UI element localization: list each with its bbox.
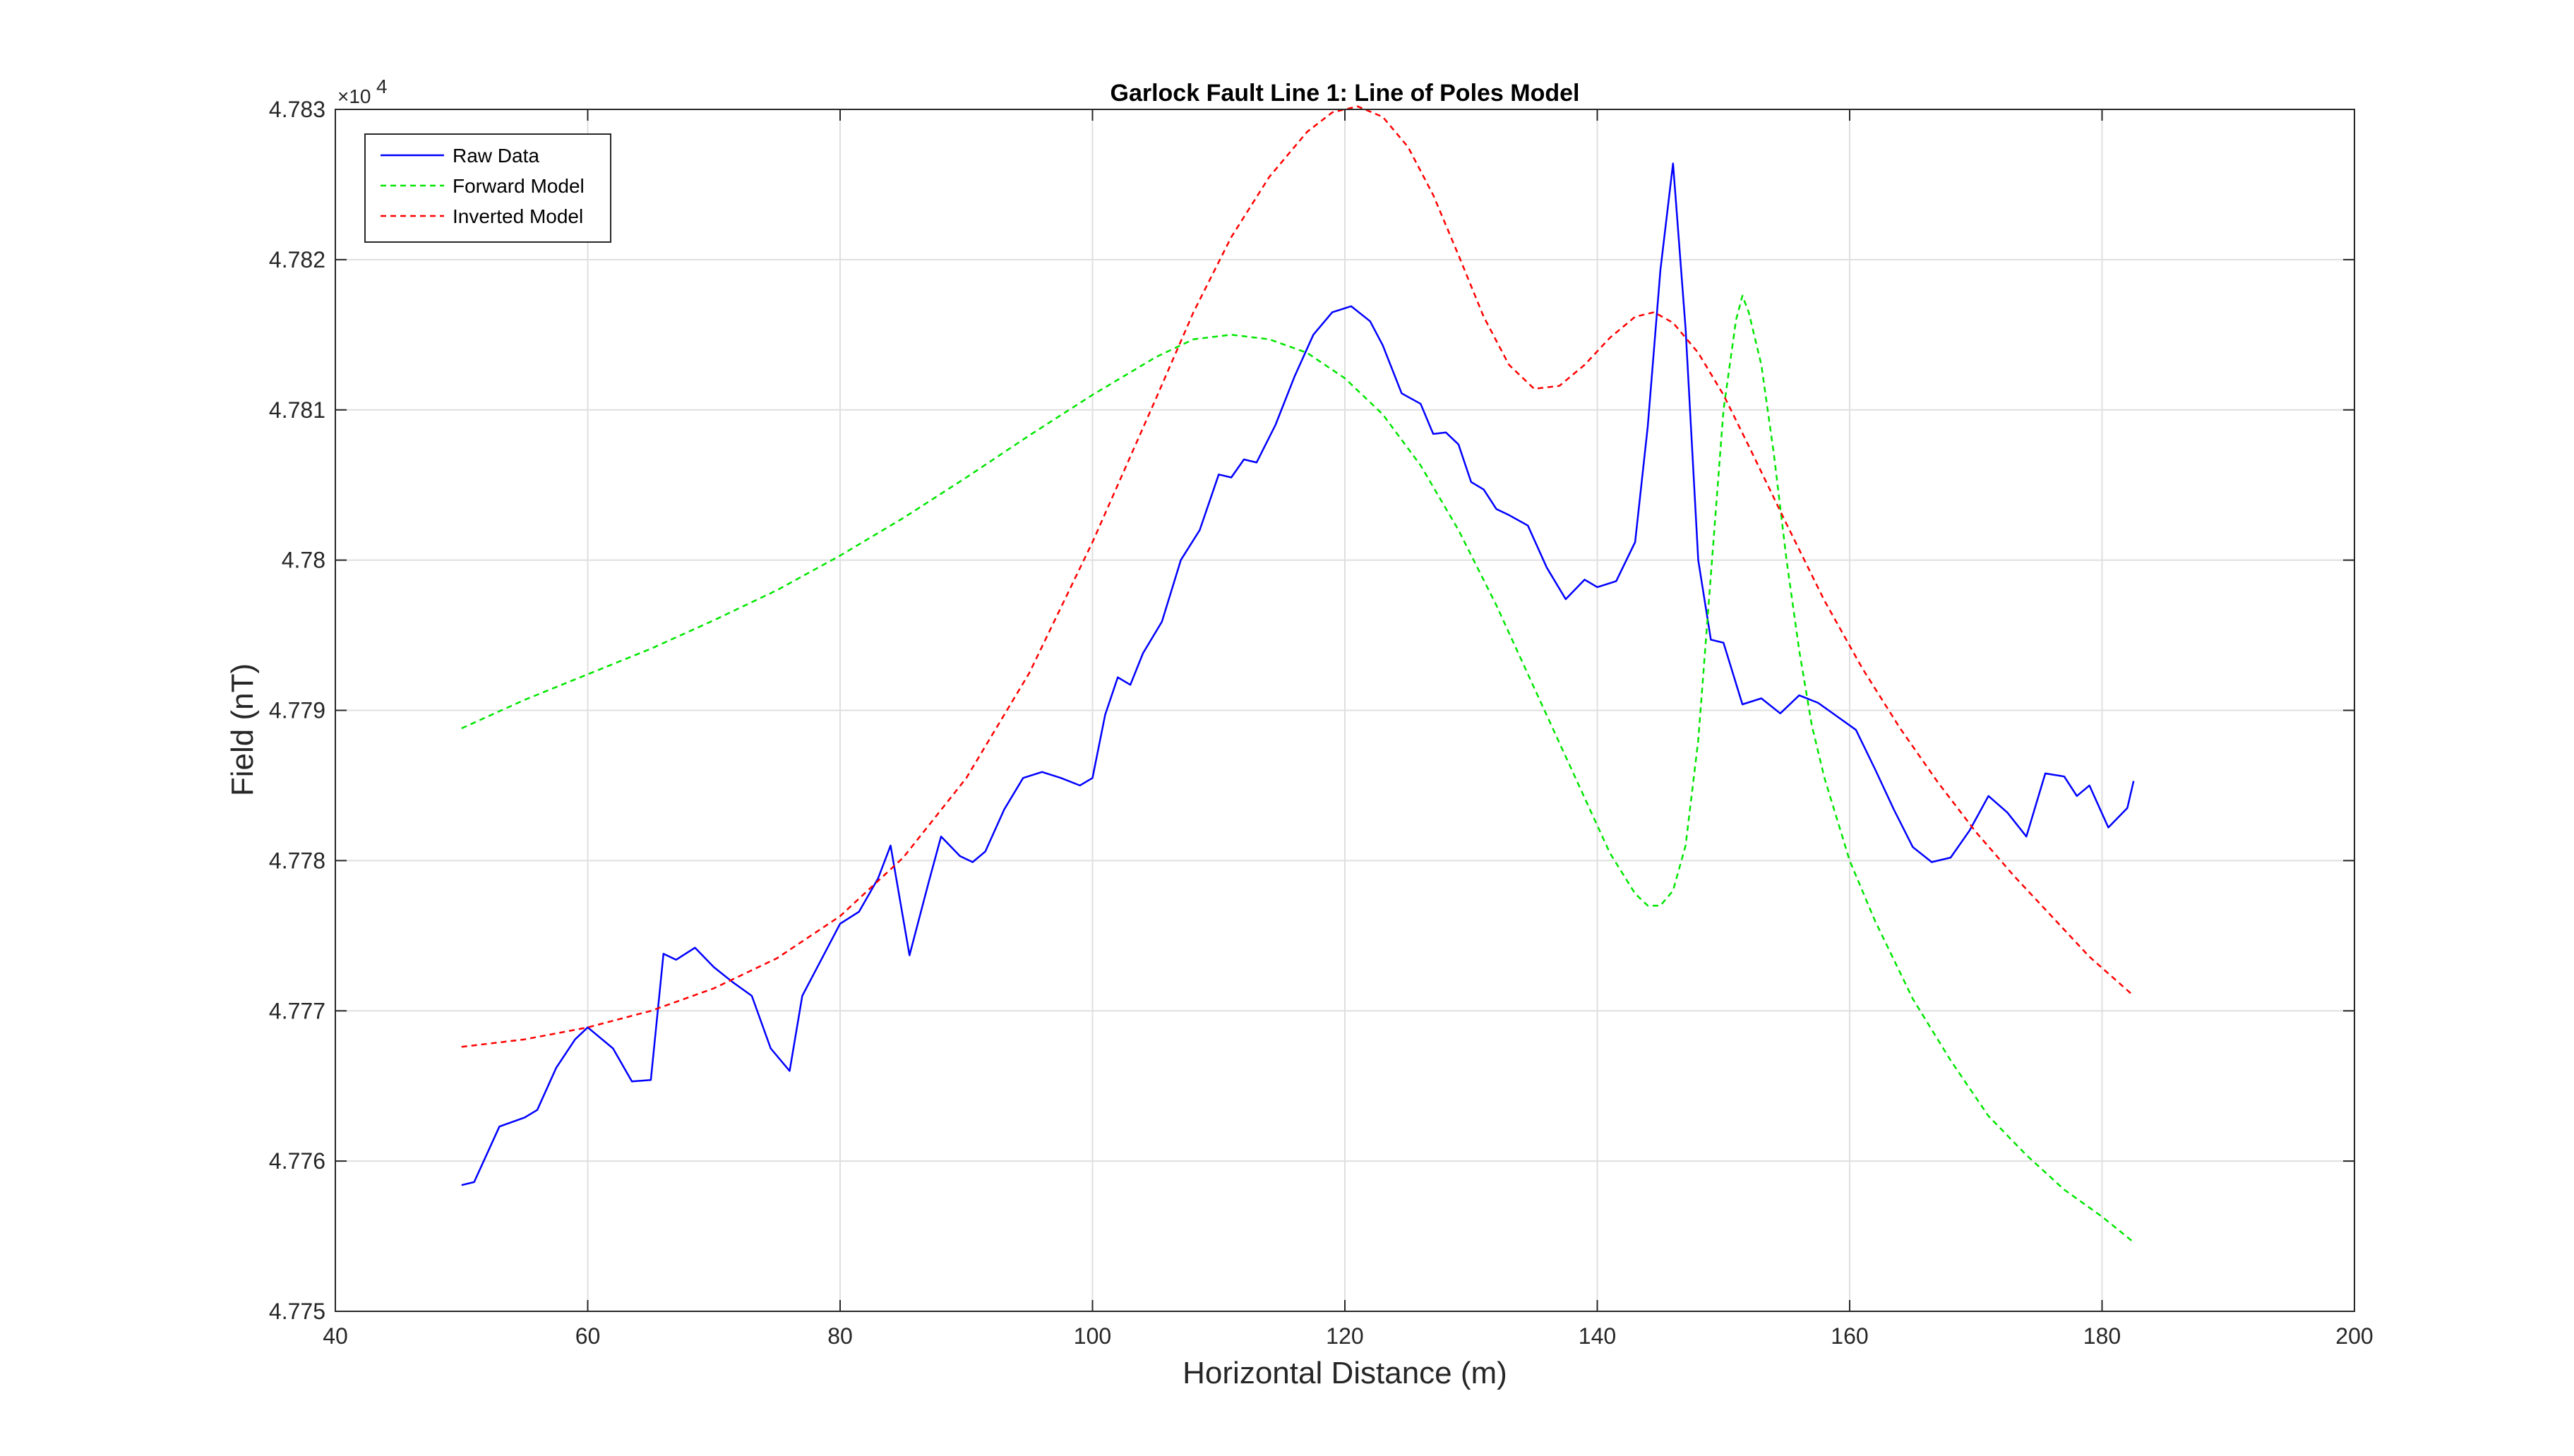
legend-label: Forward Model (453, 175, 585, 197)
series-layer (461, 105, 2135, 1244)
y-exponent-power: 4 (376, 76, 388, 97)
legend-box (364, 133, 611, 243)
series-line-0 (461, 162, 2135, 1186)
x-tick-label: 160 (1831, 1323, 1868, 1349)
y-exponent-label: ×10 4 (337, 76, 388, 107)
x-axis-title: Horizontal Distance (m) (1183, 1356, 1507, 1390)
legend-label: Inverted Model (453, 205, 583, 227)
ticks: 40 60 80 100 120 140 160 180 200 4.775 4.776 4.777 4… (269, 97, 2374, 1349)
y-tick-label: 4.781 (269, 397, 325, 423)
x-tick-label: 200 (2335, 1323, 2373, 1349)
legend-label: Raw Data (453, 145, 539, 167)
y-tick-label: 4.783 (269, 97, 325, 122)
y-tick-label: 4.778 (269, 848, 325, 873)
x-tick-label: 120 (1326, 1323, 1363, 1349)
x-tick-label: 100 (1074, 1323, 1111, 1349)
legend: Raw Data Forward Model Inverted Model (364, 133, 611, 243)
chart-title: Garlock Fault Line 1: Line of Poles Mode… (1111, 80, 1580, 107)
x-tick-label: 180 (2083, 1323, 2121, 1349)
y-tick-label: 4.78 (282, 548, 325, 573)
y-tick-label: 4.775 (269, 1299, 325, 1324)
x-tick-label: 140 (1579, 1323, 1616, 1349)
x-tick-label: 40 (323, 1323, 348, 1349)
x-tick-label: 80 (827, 1323, 853, 1349)
x-tick-label: 60 (575, 1323, 601, 1349)
grid (335, 109, 2355, 1312)
y-tick-label: 4.779 (269, 698, 325, 723)
y-tick-label: 4.776 (269, 1148, 325, 1174)
y-tick-label: 4.782 (269, 247, 325, 272)
series-line-2 (461, 105, 2135, 1048)
y-exponent-base: ×10 (337, 85, 371, 107)
y-axis-title: Field (nT) (225, 663, 260, 796)
series-line-1 (461, 294, 2134, 1244)
y-tick-label: 4.777 (269, 998, 325, 1023)
